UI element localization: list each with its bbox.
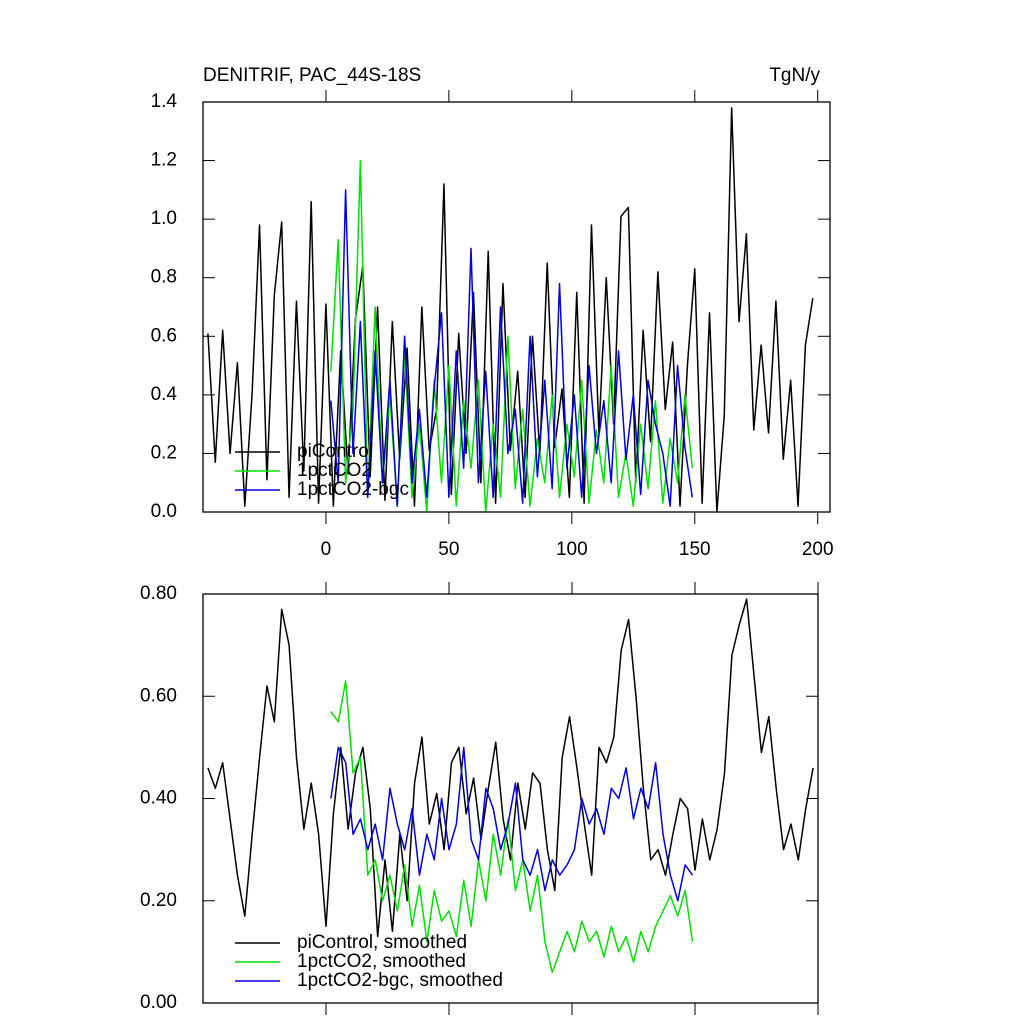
legend-label: 1pctCO2 [297, 460, 372, 481]
chart-title: DENITRIF, PAC_44S-18S [203, 65, 421, 86]
y-tick-label: 0.80 [140, 583, 177, 604]
x-tick-label: 150 [679, 539, 711, 560]
series-line [330, 746, 694, 902]
x-tick-label: 0 [321, 539, 332, 560]
y-tick-label: 0.2 [151, 442, 177, 463]
plot-frame [202, 593, 819, 1004]
y-tick-label: 0.6 [151, 325, 177, 346]
legend-label: piControl, smoothed [297, 932, 467, 953]
series-line [330, 189, 694, 507]
units-label: TgN/y [769, 65, 820, 86]
y-tick-label: 0.00 [140, 992, 177, 1013]
series-line [330, 680, 694, 974]
x-tick-label: 100 [556, 539, 588, 560]
legend-label: 1pctCO2, smoothed [297, 951, 466, 972]
y-tick-label: 0.40 [140, 788, 177, 809]
x-tick-label: 50 [438, 539, 459, 560]
plot-frame [202, 101, 831, 513]
y-tick-label: 0.20 [140, 890, 177, 911]
series-line [207, 598, 814, 938]
y-tick-label: 0.4 [151, 384, 178, 405]
y-tick-label: 1.0 [151, 208, 177, 229]
y-tick-label: 1.2 [151, 150, 177, 171]
legend-label: 1pctCO2-bgc, smoothed [297, 970, 503, 991]
legend-label: piControl [297, 441, 373, 462]
y-tick-label: 0.0 [151, 501, 177, 522]
legend-label: 1pctCO2-bgc [297, 479, 409, 500]
x-tick-label: 200 [802, 539, 834, 560]
series-line [207, 107, 814, 513]
y-tick-label: 0.8 [151, 267, 177, 288]
y-tick-label: 1.4 [151, 91, 178, 112]
y-tick-label: 0.60 [140, 685, 177, 706]
